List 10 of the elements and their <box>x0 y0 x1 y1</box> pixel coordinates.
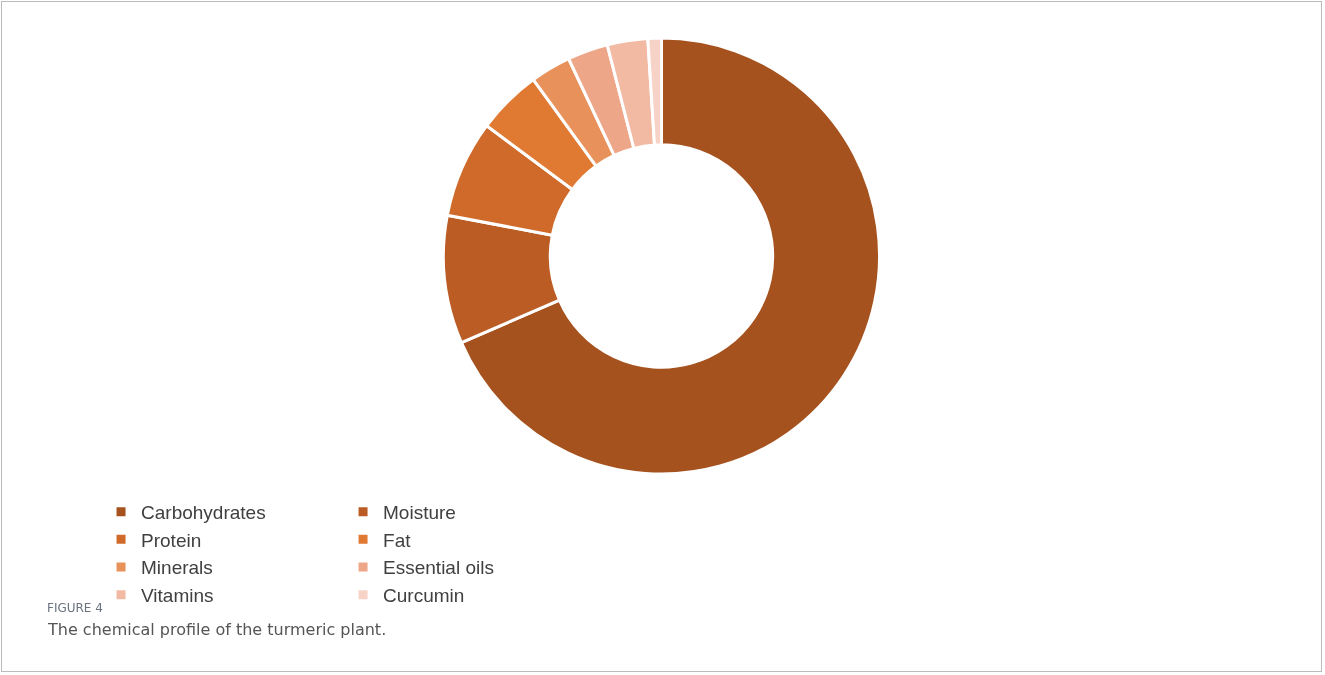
legend-label: Carbohydrates <box>141 502 266 524</box>
legend-label: Fat <box>383 529 412 551</box>
legend-label: Curcumin <box>383 585 465 607</box>
legend-label: Vitamins <box>141 585 214 607</box>
caption: FIGURE 4 <box>47 601 103 615</box>
legend-label: Essential oils <box>383 557 494 579</box>
text: The chemical profile of the turmeric plant. <box>47 620 387 639</box>
legend-label: Moisture <box>383 502 456 524</box>
legend-label: Protein <box>141 529 202 551</box>
legend-label: Minerals <box>141 557 213 579</box>
